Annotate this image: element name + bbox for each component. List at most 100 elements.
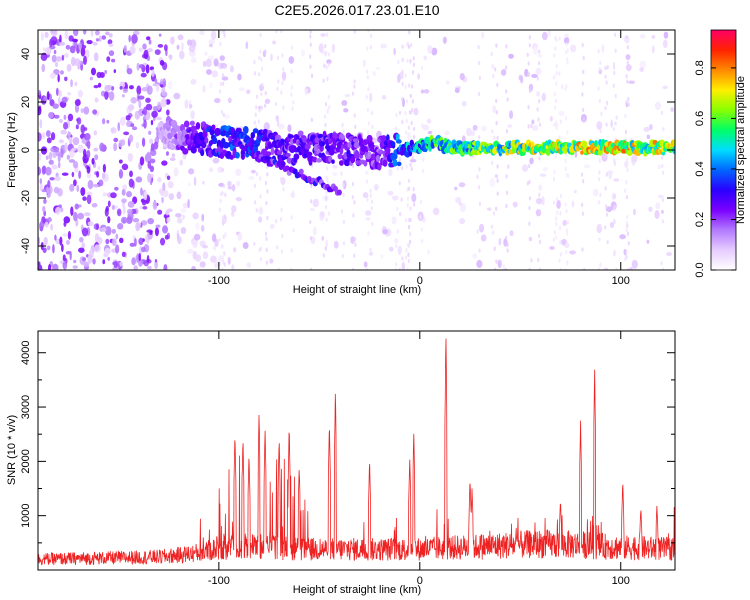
spectral-blob bbox=[537, 54, 543, 58]
spectral-blob bbox=[61, 172, 69, 176]
spectral-blob bbox=[547, 30, 551, 38]
spectral-blob bbox=[398, 157, 401, 162]
spectral-blob bbox=[401, 57, 404, 63]
snr-y-label: SNR (10 * v/v) bbox=[6, 415, 18, 485]
spectral-blob bbox=[229, 65, 234, 73]
spectral-blob bbox=[134, 237, 137, 247]
spectral-blob bbox=[145, 64, 150, 74]
spectral-blob bbox=[555, 221, 558, 227]
spectral-blob bbox=[272, 40, 277, 45]
spectral-blob bbox=[170, 36, 175, 45]
spectral-blob bbox=[326, 77, 329, 82]
spectral-blob bbox=[565, 249, 568, 255]
spectral-blob bbox=[67, 230, 72, 240]
spectral-blob bbox=[290, 267, 293, 270]
spectral-blob bbox=[253, 183, 256, 189]
spectral-blob bbox=[45, 155, 49, 160]
spectral-blob bbox=[86, 194, 92, 205]
spectral-blob bbox=[365, 267, 368, 270]
spectral-blob bbox=[555, 98, 558, 104]
spectral-blob bbox=[180, 208, 187, 214]
spectral-blob bbox=[324, 102, 328, 107]
ridge-blob bbox=[212, 136, 218, 145]
snr-series-line bbox=[38, 338, 675, 566]
spectral-blob bbox=[121, 188, 126, 196]
spectral-blob bbox=[171, 153, 176, 157]
ridge-blob bbox=[377, 162, 382, 171]
spectral-blob bbox=[324, 246, 327, 251]
spectral-blob bbox=[554, 154, 558, 159]
spectral-blob bbox=[87, 221, 94, 227]
spectral-blob bbox=[320, 33, 326, 37]
spectral-blob bbox=[431, 47, 438, 56]
spectral-blob bbox=[369, 188, 372, 193]
spectral-blob bbox=[120, 216, 128, 224]
spectral-blob bbox=[495, 110, 498, 115]
ridge-blob bbox=[242, 125, 249, 135]
ridge-blob bbox=[339, 147, 344, 155]
spectral-blob bbox=[84, 132, 91, 141]
spectral-blob bbox=[72, 160, 79, 169]
ridge-blob bbox=[482, 141, 488, 147]
spectral-blob bbox=[404, 110, 407, 116]
spectral-blob bbox=[168, 193, 175, 201]
spectral-blob bbox=[615, 115, 618, 120]
spectral-blob bbox=[218, 207, 222, 213]
spectral-blob bbox=[128, 178, 134, 188]
spectral-blob bbox=[427, 130, 433, 135]
spectral-blob bbox=[366, 46, 369, 51]
spectral-blob bbox=[93, 84, 99, 89]
spectral-blob bbox=[598, 237, 601, 242]
spectral-blob bbox=[193, 233, 201, 241]
spectral-blob bbox=[476, 229, 479, 234]
spectral-blob bbox=[213, 58, 219, 67]
spectral-blob bbox=[157, 176, 162, 183]
spectral-blob bbox=[163, 264, 168, 270]
spectral-blob bbox=[370, 110, 374, 116]
spectral-blob bbox=[282, 187, 285, 192]
spectral-blob bbox=[555, 196, 559, 202]
spectral-blob bbox=[291, 106, 294, 111]
spectral-blob bbox=[423, 55, 427, 61]
spectral-blob bbox=[138, 252, 142, 262]
spectral-blob bbox=[47, 264, 52, 270]
spectral-blob bbox=[177, 235, 182, 245]
spectral-blob bbox=[564, 158, 567, 164]
ridge-blob bbox=[274, 134, 282, 143]
spectral-blob bbox=[190, 56, 197, 64]
spectral-blob bbox=[202, 60, 207, 68]
spectral-blob bbox=[566, 57, 569, 62]
spectral-blob bbox=[69, 250, 72, 261]
spectral-blob bbox=[582, 179, 585, 184]
spectral-blob bbox=[536, 107, 539, 112]
spectral-blob bbox=[351, 182, 355, 187]
spectral-blob bbox=[188, 168, 195, 175]
spectral-blob bbox=[83, 261, 90, 268]
spectral-blob bbox=[399, 211, 402, 217]
spectral-blob bbox=[266, 172, 269, 177]
spectral-blob bbox=[405, 130, 408, 135]
spectral-blob bbox=[539, 122, 542, 127]
spectral-blob bbox=[405, 164, 408, 169]
spectral-blob bbox=[281, 80, 284, 86]
spectral-blob bbox=[201, 213, 205, 222]
ridge-blob bbox=[287, 134, 294, 139]
spectral-blob bbox=[139, 156, 145, 166]
spectral-blob bbox=[292, 190, 295, 195]
spectral-blob bbox=[44, 221, 49, 228]
spectral-blob bbox=[549, 246, 555, 250]
spectral-blob bbox=[128, 134, 134, 143]
spectral-blob bbox=[50, 30, 58, 37]
spectral-blob bbox=[290, 85, 293, 90]
spectral-blob bbox=[328, 62, 331, 68]
spectral-blob bbox=[54, 234, 57, 241]
spectral-blob bbox=[565, 172, 568, 178]
spectral-blob bbox=[236, 180, 241, 187]
spectral-blob bbox=[605, 204, 608, 209]
spectral-blob bbox=[312, 198, 319, 208]
spectral-blob bbox=[626, 99, 629, 104]
spectral-blob bbox=[394, 126, 398, 131]
spectral-blob bbox=[325, 166, 329, 171]
spectral-blob bbox=[309, 34, 312, 39]
spectral-blob bbox=[95, 38, 100, 42]
